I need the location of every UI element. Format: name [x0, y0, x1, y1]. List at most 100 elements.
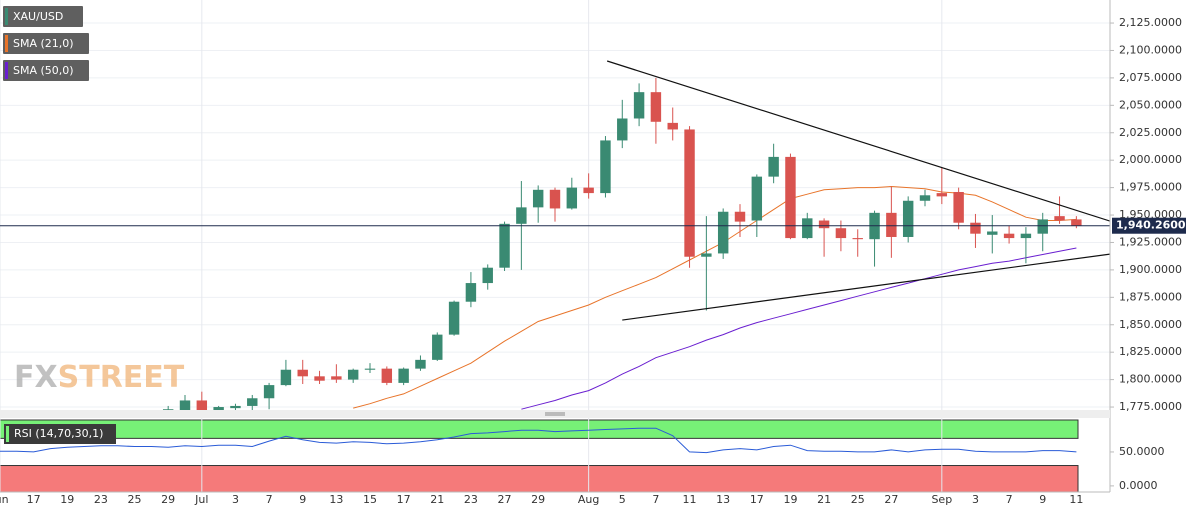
candle-body — [179, 400, 191, 410]
x-tick-label: Jun — [0, 493, 9, 506]
rsi-tick-label: 0.0000 — [1119, 479, 1158, 492]
axes — [0, 0, 1111, 493]
x-tick-label: 17 — [27, 493, 41, 506]
candle-body — [1071, 219, 1082, 226]
x-tick-label: 27 — [498, 493, 512, 506]
candle-body — [247, 398, 258, 406]
candle-body — [1054, 216, 1065, 221]
candle-body — [768, 156, 779, 177]
candle-body — [818, 220, 830, 229]
y-tick-label: 2,000.0000 — [1119, 153, 1182, 166]
candle-body — [465, 283, 477, 302]
trendline — [622, 253, 1110, 321]
candle-body — [415, 359, 426, 369]
candle-body — [297, 369, 308, 377]
candle-body — [566, 187, 578, 209]
x-tick-label: 7 — [652, 493, 659, 506]
x-tick-label: 27 — [884, 493, 898, 506]
rsi-label-box — [4, 424, 116, 444]
rsi-overbought-zone — [0, 419, 1079, 439]
last-price-box — [1112, 217, 1186, 234]
candle-body — [600, 140, 611, 194]
candle-body — [852, 238, 863, 240]
y-tick-label: 2,100.0000 — [1119, 43, 1182, 56]
x-tick-label: 17 — [750, 493, 764, 506]
candle-body — [381, 368, 393, 383]
y-tick-label: 1,925.0000 — [1119, 235, 1182, 248]
candle-body — [432, 334, 443, 360]
candle-body — [835, 228, 847, 239]
candle-body — [347, 369, 359, 380]
candle-body — [583, 187, 594, 194]
x-tick-label: Aug — [578, 493, 599, 506]
x-tick-label: 11 — [683, 493, 697, 506]
candle-body — [230, 405, 241, 409]
y-tick-label: 1,800.0000 — [1119, 373, 1182, 386]
x-tick-label: 13 — [329, 493, 343, 506]
legend-box — [3, 60, 89, 81]
candle-body — [196, 400, 208, 410]
y-tick-label: 2,025.0000 — [1119, 126, 1182, 139]
legend-swatch — [5, 35, 8, 52]
watermark: FXSTREET — [14, 360, 185, 395]
watermark-fx: FX — [14, 360, 58, 395]
candle-body — [633, 92, 645, 119]
x-tick-label: 25 — [128, 493, 142, 506]
candle-body — [650, 92, 662, 122]
y-tick-label: 2,050.0000 — [1119, 98, 1182, 111]
x-tick-label: 25 — [851, 493, 865, 506]
watermark-text: FXSTREET — [14, 360, 185, 395]
candle-body — [953, 191, 964, 223]
x-tick-label: 5 — [619, 493, 626, 506]
candle-body — [1037, 219, 1048, 234]
candle-body — [717, 211, 729, 254]
x-tick-label: 23 — [94, 493, 108, 506]
legend-box — [3, 33, 89, 54]
candle-body — [701, 253, 712, 257]
candle-body — [987, 231, 998, 235]
x-tick-label: Sep — [931, 493, 952, 506]
trendline — [606, 60, 1110, 222]
x-tick-label: Jul — [194, 493, 208, 506]
candle-body — [331, 376, 342, 380]
x-tick-label: 13 — [716, 493, 730, 506]
candle-body — [684, 129, 695, 257]
x-tick-label: 9 — [1039, 493, 1046, 506]
candle-body — [482, 267, 493, 284]
x-tick-label: 3 — [972, 493, 979, 506]
candle-body — [499, 223, 510, 268]
candle-body — [314, 376, 325, 381]
candle-body — [919, 195, 931, 201]
candle-body — [549, 189, 561, 209]
grid — [0, 0, 1110, 492]
x-tick-label: 19 — [60, 493, 74, 506]
legend-label: SMA (21,0) — [13, 37, 74, 50]
candle-body — [532, 189, 544, 208]
x-tick-label: 23 — [464, 493, 478, 506]
candle-body — [734, 211, 746, 222]
rsi-line — [0, 427, 1077, 454]
axis-labels: 1,775.0000 1,800.0000 1,825.0000 1,850.0000… — [0, 16, 1186, 506]
candle-body — [902, 200, 914, 237]
candle-body — [667, 122, 678, 130]
candle-body — [1020, 233, 1032, 239]
rsi-oversold-zone — [0, 465, 1079, 493]
rsi-panel — [0, 419, 1079, 493]
legend-swatch — [5, 62, 8, 79]
x-tick-label: 29 — [531, 493, 545, 506]
candle-body — [751, 176, 763, 221]
legend-swatch — [5, 8, 8, 25]
y-tick-label: 2,075.0000 — [1119, 71, 1182, 84]
candle-body — [448, 301, 460, 335]
y-tick-label: 1,775.0000 — [1119, 400, 1182, 413]
x-tick-label: 19 — [783, 493, 797, 506]
candle-body — [263, 385, 275, 399]
rsi-swatch — [6, 426, 9, 442]
sma-line — [521, 247, 1077, 410]
last-price-label: 1,940.2600 — [1116, 219, 1186, 232]
x-tick-label: 29 — [161, 493, 175, 506]
panel-separator[interactable] — [0, 410, 1110, 418]
x-tick-label: 21 — [430, 493, 444, 506]
y-tick-label: 1,975.0000 — [1119, 181, 1182, 194]
